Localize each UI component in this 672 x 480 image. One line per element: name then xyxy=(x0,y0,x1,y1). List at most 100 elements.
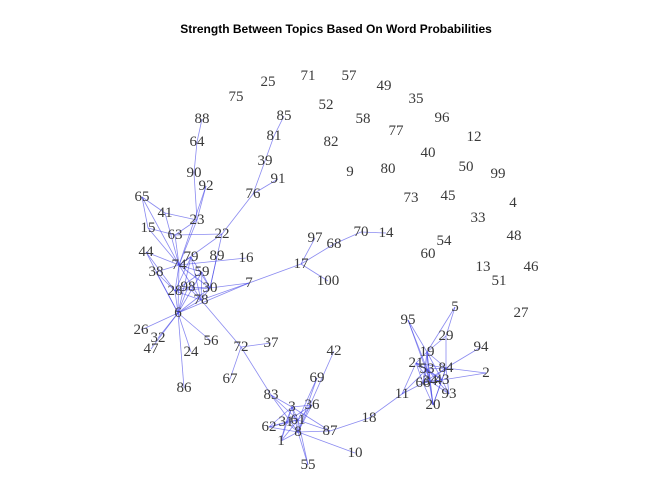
edge-83-61 xyxy=(270,394,299,421)
node-label-68: 68 xyxy=(327,236,342,252)
node-label-4: 4 xyxy=(509,195,517,211)
edge-84-2 xyxy=(445,367,487,374)
edge-6-30 xyxy=(177,287,211,314)
edge-74-41 xyxy=(164,212,180,266)
node-label-86: 86 xyxy=(177,380,193,396)
edge-3-61 xyxy=(291,406,299,421)
edge-7-17 xyxy=(248,263,302,284)
node-label-55: 55 xyxy=(301,457,316,473)
node-label-74: 74 xyxy=(172,257,188,273)
edge-31-1 xyxy=(280,421,287,442)
edge-15-65 xyxy=(141,196,149,229)
edge-3-8 xyxy=(291,406,299,433)
edge-30-7 xyxy=(209,282,250,289)
edge-63-15 xyxy=(147,227,176,236)
node-label-44: 44 xyxy=(139,244,155,260)
node-label-70: 70 xyxy=(354,224,369,240)
node-label-97: 97 xyxy=(308,230,324,246)
edge-8-42 xyxy=(297,350,335,433)
edge-30-79 xyxy=(190,256,211,289)
edge-6-56 xyxy=(177,312,212,342)
node-label-32: 32 xyxy=(151,330,166,346)
edge-17-97 xyxy=(300,237,316,265)
node-label-33: 33 xyxy=(471,210,486,226)
node-label-62: 62 xyxy=(262,419,277,435)
edge-34-66 xyxy=(422,380,431,384)
edge-17-100 xyxy=(300,263,329,282)
node-label-48: 48 xyxy=(507,228,522,244)
edge-76-39 xyxy=(252,160,266,195)
edge-34-93 xyxy=(429,380,450,395)
edge-6-47 xyxy=(150,312,179,350)
node-label-76: 76 xyxy=(246,186,262,202)
node-label-59: 59 xyxy=(195,264,210,280)
node-label-42: 42 xyxy=(327,343,342,359)
edge-74-44 xyxy=(145,251,180,266)
edge-43-93 xyxy=(441,379,450,395)
edge-17-68 xyxy=(300,243,335,265)
edge-74-16 xyxy=(178,257,247,266)
node-label-15: 15 xyxy=(141,220,156,236)
node-label-47: 47 xyxy=(144,341,160,357)
node-label-40: 40 xyxy=(421,145,436,161)
node-label-6: 6 xyxy=(174,305,182,321)
node-label-83: 83 xyxy=(264,387,279,403)
edge-65-41 xyxy=(141,196,166,214)
edge-11-66 xyxy=(401,382,424,395)
edge-74-63 xyxy=(174,234,180,266)
edge-72-37 xyxy=(240,342,272,348)
edge-28-30 xyxy=(174,287,211,292)
node-label-21: 21 xyxy=(409,355,424,371)
edge-3-36 xyxy=(291,404,313,408)
edge-3-87 xyxy=(291,406,331,432)
edge-81-85 xyxy=(273,115,285,137)
edge-28-79 xyxy=(174,256,192,292)
node-label-71: 71 xyxy=(301,68,316,84)
node-label-10: 10 xyxy=(348,445,363,461)
node-label-72: 72 xyxy=(234,339,249,355)
edge-68-70 xyxy=(333,231,362,245)
edge-84-93 xyxy=(445,367,450,395)
node-label-26: 26 xyxy=(134,322,150,338)
edge-31-36 xyxy=(285,404,313,423)
edge-84-94 xyxy=(445,346,482,369)
node-label-91: 91 xyxy=(271,171,286,187)
node-label-35: 35 xyxy=(409,91,424,107)
node-label-2: 2 xyxy=(482,365,490,381)
edge-30-98 xyxy=(187,286,211,289)
edge-78-74 xyxy=(178,264,202,301)
edge-90-64 xyxy=(193,141,198,174)
edge-72-67 xyxy=(229,346,242,380)
node-label-96: 96 xyxy=(435,110,451,126)
edge-6-28 xyxy=(174,290,179,314)
edge-53-93 xyxy=(426,368,450,395)
node-label-29: 29 xyxy=(439,328,454,344)
edge-43-20 xyxy=(432,379,443,406)
node-label-12: 12 xyxy=(467,129,482,145)
node-label-5: 5 xyxy=(451,299,459,315)
node-label-46: 46 xyxy=(524,259,540,275)
edge-84-21 xyxy=(415,362,447,369)
node-label-22: 22 xyxy=(215,226,230,242)
edge-78-59 xyxy=(200,271,203,301)
node-label-82: 82 xyxy=(324,134,339,150)
node-label-99: 99 xyxy=(491,166,506,182)
node-label-24: 24 xyxy=(184,344,200,360)
node-label-8: 8 xyxy=(294,424,302,440)
node-label-94: 94 xyxy=(474,339,490,355)
edge-78-72 xyxy=(200,299,242,348)
node-label-18: 18 xyxy=(362,410,377,426)
edge-72-83 xyxy=(240,346,272,396)
edge-6-98 xyxy=(177,286,189,314)
node-label-52: 52 xyxy=(319,97,334,113)
node-label-28: 28 xyxy=(168,283,183,299)
node-label-58: 58 xyxy=(356,111,371,127)
edge-83-3 xyxy=(270,394,293,408)
node-label-53: 53 xyxy=(420,361,435,377)
edge-76-91 xyxy=(252,178,279,195)
node-label-41: 41 xyxy=(158,205,173,221)
node-label-17: 17 xyxy=(294,256,310,272)
node-label-100: 100 xyxy=(317,273,340,289)
edge-74-15 xyxy=(147,227,180,266)
node-label-30: 30 xyxy=(203,280,218,296)
